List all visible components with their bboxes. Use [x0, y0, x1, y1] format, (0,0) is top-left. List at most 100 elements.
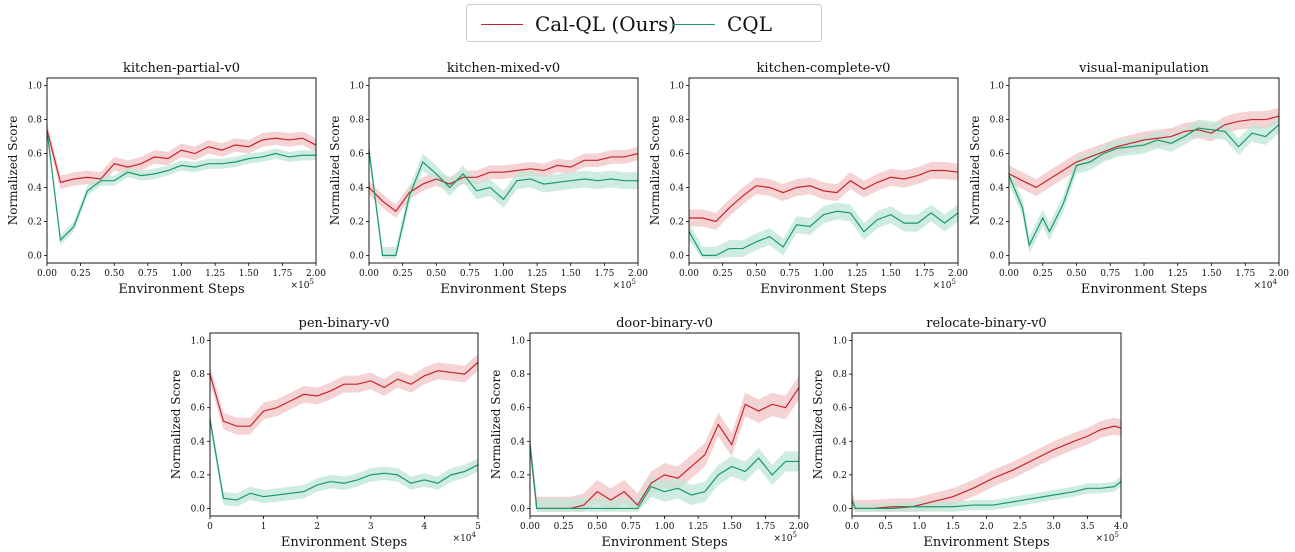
xtick-label-6-7: 3.5 — [1080, 522, 1095, 532]
xtick-label-4-1: 1 — [261, 522, 267, 532]
xtick-label-0-8: 2.00 — [306, 269, 326, 279]
xtick-label-2-2: 0.50 — [746, 269, 766, 279]
legend-label-cql: CQL — [727, 12, 772, 36]
chart-panel-6: 0.0 0.2 0.4 0.6 0.8 1.0 0.0 0.5 1.0 1.5 2.0 2.5 3.0 3… — [811, 316, 1128, 550]
ytick-label-6-4: 0.8 — [833, 370, 848, 380]
xtick-label-3-4: 1.00 — [1134, 269, 1154, 279]
ytick-label-6-2: 0.4 — [833, 437, 848, 447]
band-5-1 — [530, 434, 799, 512]
series-line-5-0 — [529, 387, 800, 510]
x-multiplier-0: ×105 — [291, 278, 314, 291]
ytick-label-1-3: 0.6 — [350, 150, 365, 160]
series-line-0-1 — [46, 129, 316, 242]
ytick-label-0-5: 1.0 — [28, 82, 43, 92]
ytick-label-6-5: 1.0 — [833, 337, 848, 347]
xtick-label-3-7: 1.75 — [1235, 269, 1255, 279]
xtick-label-3-0: 0.00 — [999, 269, 1019, 279]
ytick-label-3-0: 0.0 — [990, 251, 1005, 261]
xtick-label-0-0: 0.00 — [37, 269, 57, 279]
y-axis-label-3: Normalized Score — [968, 116, 982, 226]
ytick-label-2-5: 1.0 — [670, 82, 685, 92]
chart-panel-2: 0.0 0.2 0.4 0.6 0.8 1.0 0.00 0.25 0.50 0.75 1.00 1.… — [648, 61, 968, 297]
series-line-2-0 — [689, 169, 959, 223]
xtick-label-2-0: 0.00 — [679, 269, 699, 279]
ytick-label-3-1: 0.2 — [990, 217, 1004, 227]
x-axis-label-1: Environment Steps — [440, 282, 566, 297]
x-multiplier-4: ×104 — [453, 531, 477, 544]
x-multiplier-5: ×105 — [774, 531, 797, 544]
xtick-label-2-6: 1.50 — [881, 269, 901, 279]
y-axis-label-1: Normalized Score — [328, 116, 342, 226]
xtick-label-3-8: 2.00 — [1269, 269, 1289, 279]
series-line-4-0 — [209, 361, 479, 427]
xtick-label-3-3: 0.75 — [1100, 269, 1120, 279]
ytick-label-0-3: 0.6 — [28, 150, 43, 160]
xtick-label-0-1: 0.25 — [71, 269, 91, 279]
x-axis-label-4: Environment Steps — [281, 535, 407, 550]
y-axis-label-4: Normalized Score — [169, 370, 183, 480]
xtick-label-1-5: 1.25 — [527, 269, 547, 279]
xtick-label-2-7: 1.75 — [914, 269, 934, 279]
chart-title-2: kitchen-complete-v0 — [757, 61, 891, 76]
xtick-label-0-3: 0.75 — [138, 269, 158, 279]
xtick-label-5-5: 1.25 — [688, 522, 708, 532]
ytick-label-1-2: 0.4 — [350, 183, 365, 193]
xtick-label-5-3: 0.75 — [621, 522, 641, 532]
xtick-label-3-6: 1.50 — [1201, 269, 1221, 279]
series-line-3-0 — [1008, 115, 1280, 189]
series-line-3-1 — [1008, 124, 1280, 248]
x-axis-label-6: Environment Steps — [923, 535, 1049, 550]
x-multiplier-6: ×105 — [1096, 531, 1119, 544]
series-line-5-1 — [529, 444, 799, 510]
xtick-label-6-8: 4.0 — [1114, 522, 1129, 532]
ytick-label-4-3: 0.6 — [191, 404, 206, 414]
ytick-label-4-4: 0.8 — [191, 370, 206, 380]
legend-item-cal-ql: Cal-QL (Ours) — [481, 12, 676, 36]
legend-swatch-cql — [673, 23, 715, 25]
ytick-label-6-3: 0.6 — [833, 404, 848, 414]
xtick-label-0-6: 1.50 — [239, 269, 259, 279]
x-multiplier-1: ×105 — [613, 278, 636, 291]
series-line-1-0 — [368, 152, 639, 213]
chart-panel-1: 0.0 0.2 0.4 0.6 0.8 1.0 0.00 0.25 0.50 0.75 1.00 1.… — [328, 61, 648, 297]
legend-item-cql: CQL — [673, 12, 772, 36]
ytick-label-5-4: 0.8 — [511, 370, 526, 380]
ytick-label-3-5: 1.0 — [990, 82, 1005, 92]
y-axis-label-2: Normalized Score — [648, 116, 662, 226]
xtick-label-4-0: 0 — [207, 522, 213, 532]
xtick-label-2-3: 0.75 — [780, 269, 800, 279]
ytick-label-5-3: 0.6 — [511, 404, 526, 414]
ytick-label-3-4: 0.8 — [990, 116, 1005, 126]
xtick-label-3-1: 0.25 — [1033, 269, 1053, 279]
xtick-label-5-7: 1.75 — [755, 522, 775, 532]
band-4-0 — [210, 353, 478, 435]
chart-title-6: relocate-binary-v0 — [926, 316, 1046, 331]
legend: Cal-QL (Ours) CQL — [466, 4, 822, 42]
xtick-label-1-0: 0.00 — [359, 269, 379, 279]
chart-title-0: kitchen-partial-v0 — [123, 61, 240, 76]
xtick-label-5-0: 0.00 — [520, 522, 540, 532]
ytick-label-1-0: 0.0 — [350, 251, 365, 261]
ytick-label-2-0: 0.0 — [670, 251, 685, 261]
band-6-0 — [852, 417, 1121, 512]
ytick-label-6-1: 0.2 — [833, 471, 847, 481]
xtick-label-5-6: 1.50 — [722, 522, 742, 532]
xtick-label-2-4: 1.00 — [813, 269, 833, 279]
ytick-label-2-4: 0.8 — [670, 116, 685, 126]
y-axis-label-0: Normalized Score — [6, 116, 20, 226]
series-line-0-0 — [46, 129, 317, 184]
series-line-6-0 — [851, 425, 1122, 510]
ytick-label-0-1: 0.2 — [28, 217, 42, 227]
y-axis-label-6: Normalized Score — [811, 370, 825, 480]
chart-title-5: door-binary-v0 — [616, 316, 713, 331]
xtick-label-0-5: 1.25 — [205, 269, 225, 279]
plot-frame-4 — [209, 332, 479, 517]
chart-panel-4: 0.0 0.2 0.4 0.6 0.8 1.0 0 1 2 3 4 5×104 pen-binary-v… — [169, 316, 481, 550]
band-2-1 — [689, 202, 958, 259]
chart-panel-5: 0.0 0.2 0.4 0.6 0.8 1.0 0.00 0.25 0.50 0.75 1.00 1.… — [489, 316, 809, 550]
x-axis-label-0: Environment Steps — [118, 282, 244, 297]
chart-title-3: visual-manipulation — [1078, 61, 1209, 76]
band-1-0 — [369, 146, 638, 219]
xtick-label-1-8: 2.00 — [628, 269, 648, 279]
xtick-label-1-2: 0.50 — [426, 269, 446, 279]
